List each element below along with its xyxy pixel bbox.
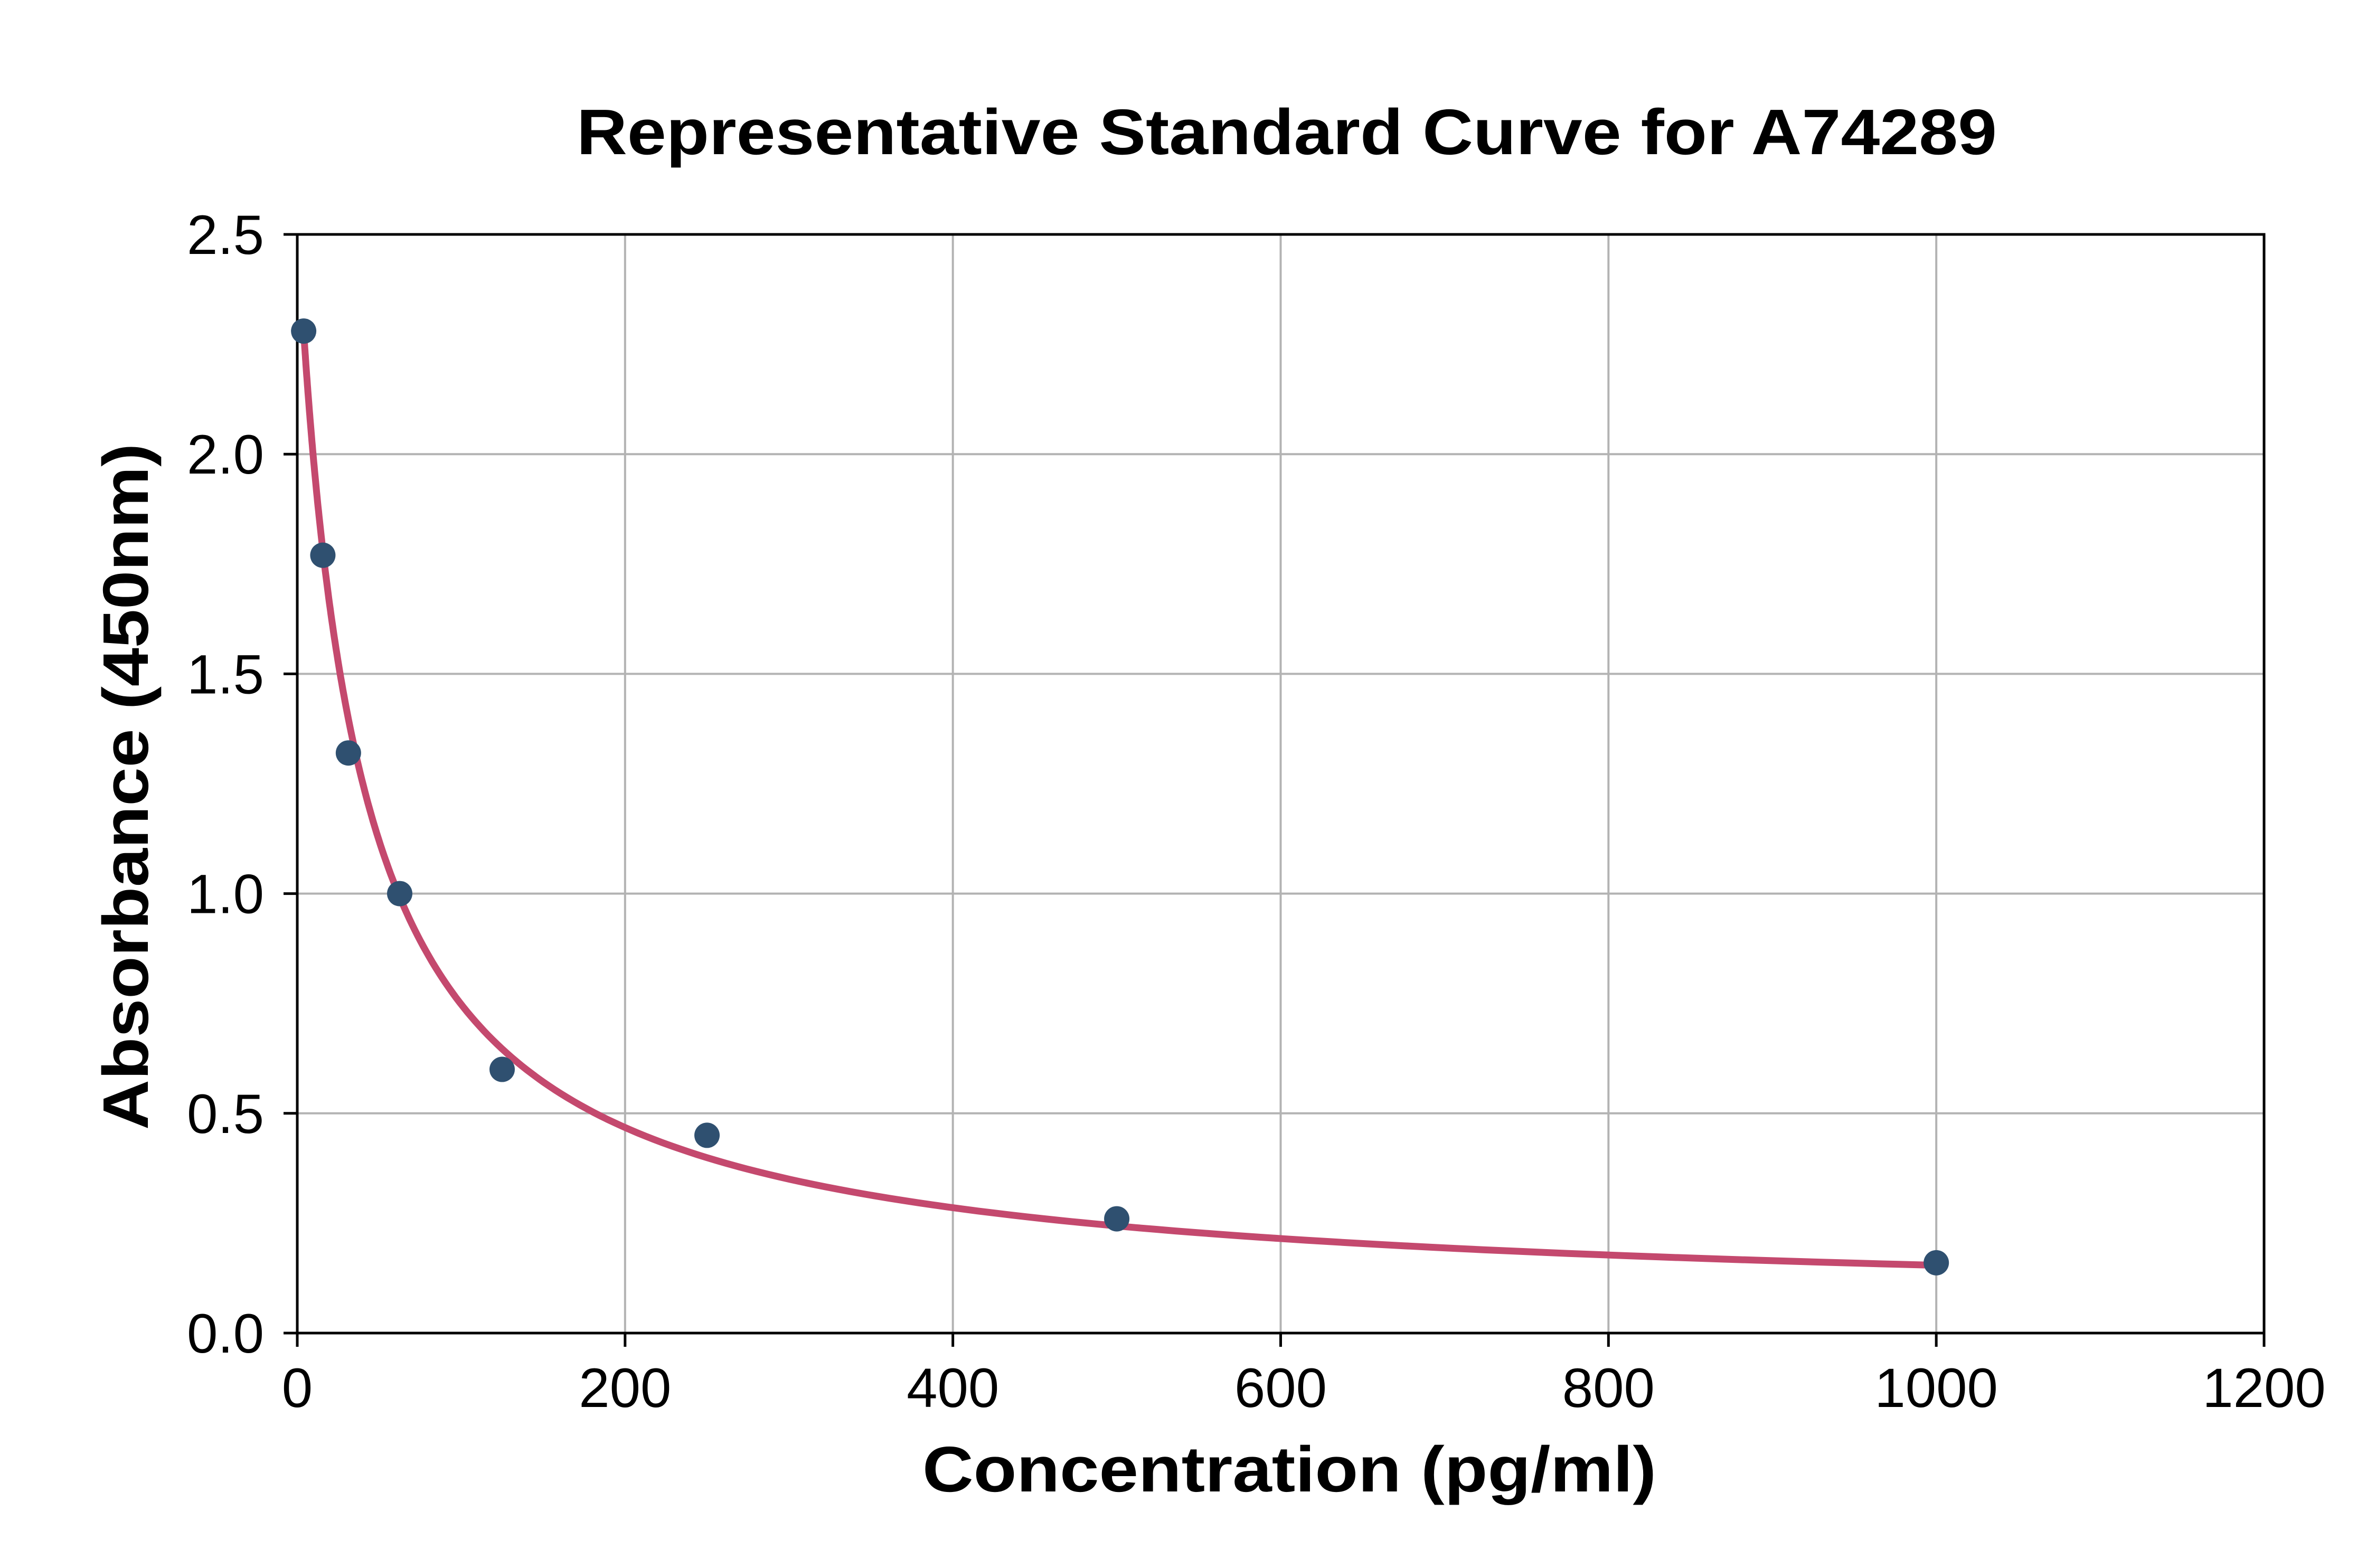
y-tick-label: 1.0 <box>187 864 264 925</box>
x-tick-label: 1000 <box>1874 1357 1998 1419</box>
y-tick-label: 0.5 <box>187 1083 264 1145</box>
x-tick-label: 600 <box>1234 1357 1327 1419</box>
x-axis-label: Concentration (pg/ml) <box>922 1433 1656 1505</box>
y-axis-label: Absorbance (450nm) <box>90 443 162 1130</box>
x-tick-label: 0 <box>282 1357 313 1419</box>
y-tick-label: 2.0 <box>187 424 264 486</box>
data-point <box>1924 1250 1949 1276</box>
data-point <box>489 1056 515 1082</box>
x-tick-label: 200 <box>579 1357 671 1419</box>
x-tick-label: 400 <box>907 1357 999 1419</box>
data-point <box>335 740 361 766</box>
data-point <box>387 881 413 906</box>
x-tick-label: 800 <box>1562 1357 1655 1419</box>
fit-curve <box>300 327 1940 1269</box>
x-tick-label: 1200 <box>2202 1357 2326 1419</box>
data-point <box>1104 1206 1130 1232</box>
y-tick-label: 2.5 <box>187 204 264 266</box>
y-tick-label: 0.0 <box>187 1303 264 1365</box>
data-point <box>310 542 336 568</box>
data-point <box>694 1122 720 1148</box>
plot-area: 0 200 400 600 800 1000 1200 0.0 0.5 1.0 1.5 2.0 2.5 <box>187 204 2326 1419</box>
chart-title: Representative Standard Curve for A74289 <box>577 96 1997 168</box>
data-point <box>291 318 317 344</box>
y-tick-label: 1.5 <box>187 644 264 705</box>
